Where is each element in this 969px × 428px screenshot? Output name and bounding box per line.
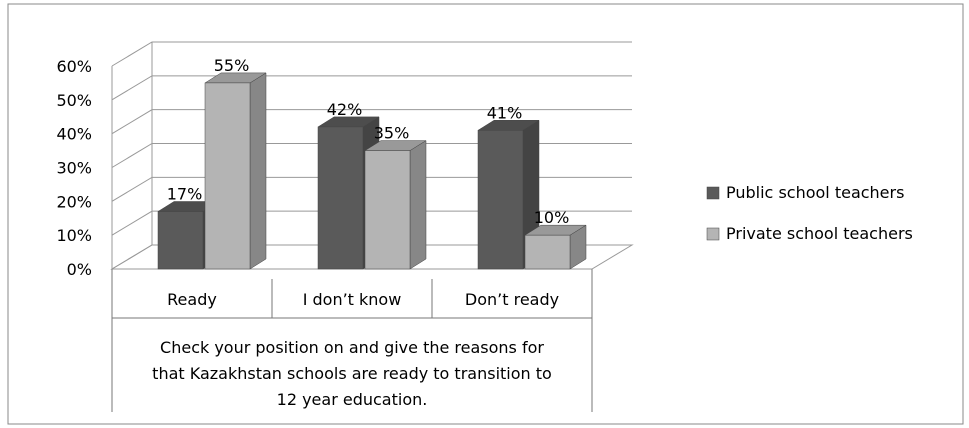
x-axis-title-line: Check your position on and give the reas…	[160, 338, 544, 357]
legend-item: Private school teachers	[706, 224, 913, 243]
y-tick-label: 40%	[56, 125, 92, 144]
x-axis-title-line: that Kazakhstan schools are ready to tra…	[152, 364, 552, 383]
gridline	[111, 176, 632, 202]
data-label: 35%	[374, 124, 410, 143]
gridline	[111, 244, 632, 270]
bar-side	[249, 72, 267, 270]
legend-item: Public school teachers	[706, 183, 904, 202]
data-label: 55%	[214, 56, 250, 75]
bar-front	[317, 126, 364, 270]
legend-swatch	[706, 227, 720, 241]
bar-front	[477, 130, 524, 270]
y-tick-label: 50%	[56, 91, 92, 110]
legend-swatch	[706, 186, 720, 200]
y-tick-label: 30%	[56, 159, 92, 178]
bar-public-school-teachers	[477, 119, 540, 270]
gridline	[111, 210, 632, 236]
bar-private-school-teachers	[204, 72, 267, 270]
legend-label: Private school teachers	[726, 224, 913, 243]
y-tick-label: 10%	[56, 226, 92, 245]
bar-front	[157, 211, 204, 270]
y-tick-label: 0%	[67, 260, 92, 279]
gridline	[111, 41, 632, 67]
gridline	[111, 143, 632, 168]
x-category-label: I don’t know	[303, 290, 402, 309]
bar-private-school-teachers	[364, 140, 427, 270]
x-axis-title-line: 12 year education.	[277, 390, 428, 409]
data-label: 41%	[487, 103, 523, 122]
data-label: 10%	[534, 208, 570, 227]
bar-side	[409, 140, 427, 270]
data-label: 17%	[167, 184, 203, 203]
y-tick-label: 20%	[56, 192, 92, 211]
y-tick-label: 60%	[56, 57, 92, 76]
data-label: 42%	[327, 100, 363, 119]
bar-front	[524, 234, 571, 270]
x-category-label: Ready	[167, 290, 217, 309]
gridline	[111, 109, 632, 135]
x-category-label: Don’t ready	[465, 290, 559, 309]
bar-front	[364, 150, 411, 270]
chart-border	[7, 3, 964, 425]
bar-private-school-teachers	[524, 224, 587, 270]
gridline	[111, 75, 632, 101]
legend-label: Public school teachers	[726, 183, 904, 202]
bar-front	[204, 82, 251, 270]
